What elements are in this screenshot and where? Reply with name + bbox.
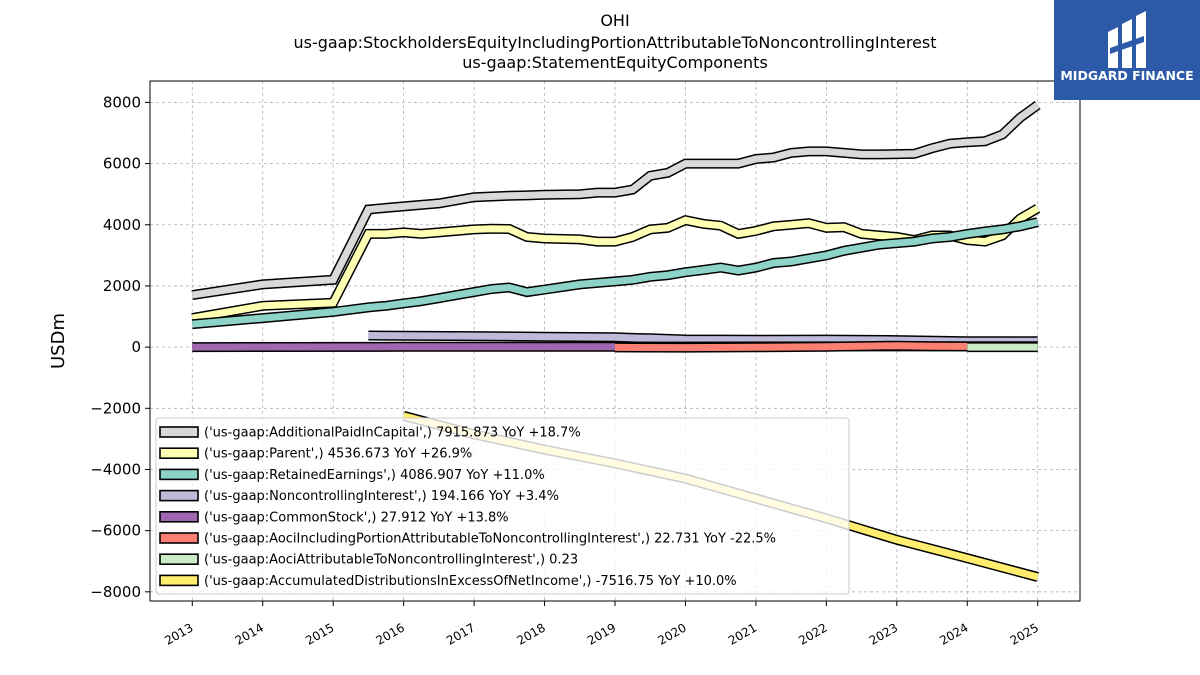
legend-item: ('us-gaap:AociIncludingPortionAttributab… [159,532,776,547]
x-tick-label: 2020 [655,620,688,647]
legend-item: ('us-gaap:Parent',) 4536.673 YoY +26.9% [159,447,472,462]
y-tick-label: 8000 [103,93,141,111]
legend-label: ('us-gaap:RetainedEarnings',) 4086.907 Y… [204,468,545,483]
legend-label: ('us-gaap:AdditionalPaidInCapital',) 791… [204,426,581,441]
y-tick-label: 0 [131,338,141,356]
y-tick-label: −4000 [90,460,141,478]
legend-swatch [159,532,199,544]
series-3 [191,217,1039,330]
y-tick-label: −2000 [90,399,141,417]
legend-label: ('us-gaap:AociIncludingPortionAttributab… [204,532,776,547]
x-tick-label: 2025 [1008,620,1041,647]
title-line-2: us-gaap:StockholdersEquityIncludingPorti… [293,33,936,52]
legend-swatch [159,426,199,438]
logo-mark-icon [1108,11,1146,68]
series-line [191,102,1040,299]
title-line-1: OHI [600,11,629,30]
x-tick-label: 2024 [937,620,970,647]
x-tick-label: 2018 [514,620,547,647]
title-line-3: us-gaap:StatementEquityComponents [462,53,768,72]
x-tick-label: 2022 [796,620,829,647]
y-tick-label: −6000 [90,522,141,540]
y-tick-label: 2000 [103,277,141,295]
series-outline [191,100,1041,301]
legend-item: ('us-gaap:RetainedEarnings',) 4086.907 Y… [159,468,545,483]
series-line [614,342,968,352]
x-tick-label: 2019 [585,620,618,647]
midgard-finance-logo: MIDGARD FINANCE [1054,0,1200,100]
series-line [368,332,1038,345]
x-tick-label: 2015 [303,620,336,647]
series-6 [614,340,968,353]
legend-item: ('us-gaap:NoncontrollingInterest',) 194.… [159,489,559,504]
y-tick-label: −8000 [90,583,141,601]
x-tick-label: 2016 [374,620,407,647]
legend-swatch [159,574,199,587]
legend-swatch [159,447,199,460]
series-1 [191,100,1041,301]
series-4 [368,330,1038,347]
chart-title: OHI us-gaap:StockholdersEquityIncludingP… [293,11,936,72]
x-tick-label: 2014 [233,620,266,647]
x-tick-label: 2023 [867,620,900,647]
legend-swatch [159,510,199,523]
legend-label: ('us-gaap:NoncontrollingInterest',) 194.… [204,489,559,504]
legend-box [155,417,850,595]
legend-label: ('us-gaap:Parent',) 4536.673 YoY +26.9% [204,447,472,462]
legend-swatch [159,468,199,481]
legend-label: ('us-gaap:CommonStock',) 27.912 YoY +13.… [204,510,509,525]
x-tick-label: 2021 [726,620,759,647]
series-line [191,218,1039,328]
y-axis-label: USDm [48,313,69,369]
legend-item: ('us-gaap:AociAttributableToNoncontrolli… [159,553,578,568]
y-tick-label: 6000 [103,155,141,173]
legend-swatch [159,553,199,566]
legend-label: ('us-gaap:AccumulatedDistributionsInExce… [204,574,737,589]
legend-item: ('us-gaap:AccumulatedDistributionsInExce… [159,574,737,589]
x-tick-label: 2013 [162,620,195,647]
legend-item: ('us-gaap:CommonStock',) 27.912 YoY +13.… [159,510,509,525]
legend-label: ('us-gaap:AociAttributableToNoncontrolli… [204,553,578,568]
x-tick-label: 2017 [444,620,477,647]
legend: ('us-gaap:AdditionalPaidInCapital',) 791… [155,417,850,595]
legend-swatch [159,489,199,502]
y-tick-label: 4000 [103,216,141,234]
legend-item: ('us-gaap:AdditionalPaidInCapital',) 791… [159,426,581,441]
logo-text: MIDGARD FINANCE [1060,68,1193,83]
